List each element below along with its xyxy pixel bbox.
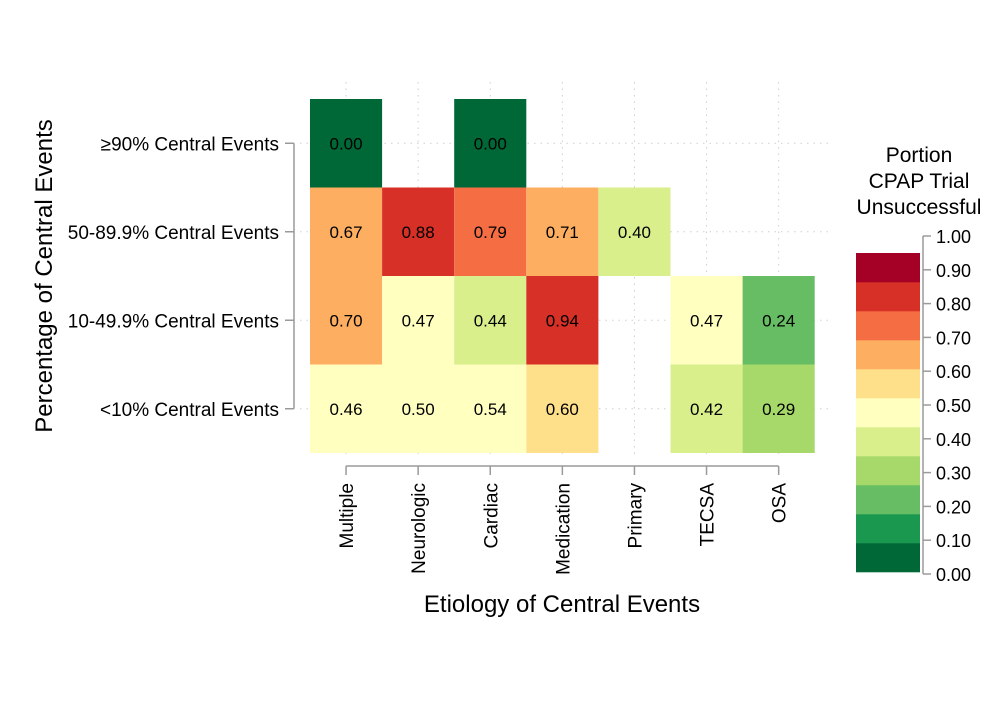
cell-value-label: 0.47 <box>402 311 435 330</box>
cell-value-label: 0.94 <box>546 311 579 330</box>
heatmap-cell <box>742 364 815 453</box>
heatmap-cell <box>526 364 599 453</box>
heatmap-cell <box>670 364 743 453</box>
legend-color-swatch <box>856 311 920 341</box>
x-axis-title: Etiology of Central Events <box>424 591 700 618</box>
legend-tick-label: 0.00 <box>936 565 971 585</box>
legend-tick-label: 1.00 <box>936 227 971 247</box>
heatmap-cell <box>382 364 455 453</box>
y-tick-label: 50-89.9% Central Events <box>68 223 279 244</box>
legend-color-swatch <box>856 398 920 428</box>
legend-tick-label: 0.70 <box>936 328 971 348</box>
cell-value-label: 0.54 <box>474 400 507 419</box>
heatmap-cell <box>454 276 527 365</box>
heatmap-cells: 0.00 0.00 0.67 0.88 0.79 0.71 0.40 0.70 0.47 0.44… <box>310 99 815 453</box>
legend-color-swatch <box>856 543 920 573</box>
heatmap-cell <box>526 187 599 276</box>
y-axis-title: Percentage of Central Events <box>31 119 58 433</box>
legend-color-swatch <box>856 514 920 544</box>
color-legend: Portion CPAP Trial Unsuccessful 1.00 0.90 0.8… <box>856 144 981 585</box>
legend-tick-label: 0.30 <box>936 464 971 484</box>
heatmap-cell <box>382 276 455 365</box>
x-tick-label: Primary <box>625 483 646 549</box>
cell-value-label: 0.47 <box>690 311 723 330</box>
cell-value-label: 0.71 <box>546 223 579 242</box>
y-tick-label: ≥90% Central Events <box>101 134 279 155</box>
x-tick-label: Multiple <box>337 483 358 548</box>
legend-tick-label: 0.40 <box>936 430 971 450</box>
cell-value-label: 0.60 <box>546 400 579 419</box>
heatmap-cell <box>454 99 527 188</box>
cell-value-label: 0.70 <box>330 311 363 330</box>
legend-title-line: Unsuccessful <box>857 196 982 219</box>
legend-tick-label: 0.80 <box>936 295 971 315</box>
legend-tick-label: 0.60 <box>936 362 971 382</box>
legend-tick-label: 0.90 <box>936 261 971 281</box>
x-tick-label: OSA <box>770 483 791 523</box>
cell-value-label: 0.50 <box>402 400 435 419</box>
cell-value-label: 0.67 <box>330 223 363 242</box>
legend-color-swatch <box>856 340 920 370</box>
cell-value-label: 0.40 <box>618 223 651 242</box>
cell-value-label: 0.24 <box>762 311 795 330</box>
x-tick-label: TECSA <box>698 483 719 547</box>
cell-value-label: 0.42 <box>690 400 723 419</box>
cell-value-label: 0.46 <box>330 400 363 419</box>
heatmap-cell <box>670 276 743 365</box>
cell-value-label: 0.44 <box>474 311 507 330</box>
heatmap-cell <box>598 187 671 276</box>
legend-tick-label: 0.10 <box>936 531 971 551</box>
heatmap-cell <box>526 276 599 365</box>
cell-value-label: 0.29 <box>762 400 795 419</box>
cell-value-label: 0.00 <box>330 134 363 153</box>
legend-title-line: CPAP Trial <box>869 170 970 193</box>
x-tick-label: Neurologic <box>409 483 430 574</box>
legend-color-swatch <box>856 485 920 515</box>
legend-color-swatch <box>856 427 920 457</box>
heatmap-cell <box>382 187 455 276</box>
x-tick-label: Medication <box>553 483 574 575</box>
cell-value-label: 0.00 <box>474 134 507 153</box>
heatmap-cell <box>310 276 383 365</box>
cell-value-label: 0.88 <box>402 223 435 242</box>
heatmap-cell <box>454 187 527 276</box>
y-tick-label: 10-49.9% Central Events <box>68 311 279 332</box>
legend-color-swatch <box>856 369 920 399</box>
legend-tick-label: 0.50 <box>936 396 971 416</box>
heatmap-cell <box>454 364 527 453</box>
legend-color-swatch <box>856 282 920 312</box>
heatmap-cell <box>310 187 383 276</box>
legend-color-swatch <box>856 253 920 283</box>
y-tick-label: <10% Central Events <box>100 400 279 421</box>
legend-color-swatch <box>856 456 920 486</box>
legend-tick-label: 0.20 <box>936 497 971 517</box>
heatmap-cell <box>310 364 383 453</box>
legend-title-line: Portion <box>886 144 953 167</box>
heatmap-cell <box>310 99 383 188</box>
heatmap-cell <box>742 276 815 365</box>
axes: ≥90% Central Events 50-89.9% Central Even… <box>68 134 791 575</box>
cell-value-label: 0.79 <box>474 223 507 242</box>
x-tick-label: Cardiac <box>481 483 502 548</box>
